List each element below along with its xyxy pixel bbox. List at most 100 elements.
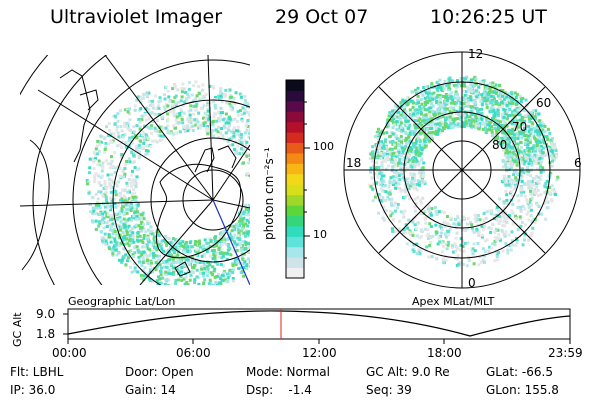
aurora-pixel (434, 130, 438, 133)
aurora-pixel (533, 127, 537, 130)
aurora-pixel (430, 255, 434, 258)
aurora-pixel (250, 136, 253, 139)
aurora-pixel (512, 169, 516, 173)
aurora-pixel (495, 132, 499, 135)
aurora-pixel (123, 225, 127, 229)
aurora-pixel (146, 222, 150, 226)
aurora-pixel (438, 240, 442, 244)
aurora-pixel (492, 213, 496, 217)
colorbar-cell (286, 173, 304, 185)
aurora-pixel (242, 146, 245, 150)
aurora-pixel (188, 241, 192, 245)
aurora-pixel (101, 187, 105, 191)
aurora-pixel (244, 242, 248, 246)
aurora-pixel (137, 224, 141, 228)
aurora-pixel (552, 158, 556, 162)
aurora-pixel (410, 132, 414, 136)
aurora-pixel (417, 137, 421, 141)
aurora-pixel (415, 139, 418, 143)
aurora-pixel (222, 235, 226, 239)
aurora-pixel (252, 231, 255, 234)
aurora-pixel (404, 138, 407, 142)
aurora-pixel (129, 149, 133, 153)
aurora-pixel (500, 144, 504, 148)
aurora-pixel (501, 137, 505, 141)
aurora-pixel (519, 224, 523, 228)
aurora-pixel (236, 132, 240, 136)
aurora-pixel (516, 110, 520, 114)
aurora-pixel (537, 112, 541, 116)
aurora-pixel (535, 203, 539, 207)
aurora-pixel (394, 164, 398, 168)
aurora-pixel (206, 103, 209, 107)
aurora-pixel (164, 251, 167, 255)
aurora-pixel (394, 141, 398, 145)
aurora-pixel (256, 156, 259, 159)
aurora-pixel (437, 112, 441, 116)
aurora-pixel (492, 95, 496, 99)
aurora-pixel (396, 178, 400, 182)
aurora-pixel (194, 104, 198, 108)
aurora-pixel (506, 251, 510, 255)
aurora-pixel (468, 104, 472, 108)
aurora-pixel (433, 97, 437, 101)
aurora-pixel (231, 268, 235, 272)
aurora-pixel (528, 159, 532, 163)
aurora-pixel (191, 265, 194, 269)
aurora-pixel (475, 91, 479, 95)
aurora-pixel (505, 201, 509, 205)
aurora-pixel (122, 175, 126, 179)
aurora-pixel (140, 276, 144, 280)
aurora-pixel (241, 257, 245, 261)
aurora-pixel (434, 232, 438, 236)
aurora-pixel (270, 124, 273, 127)
aurora-pixel (197, 84, 200, 88)
aurora-pixel (256, 226, 259, 229)
aurora-pixel (430, 123, 434, 127)
aurora-pixel (150, 250, 154, 253)
aurora-pixel (459, 237, 463, 241)
aurora-pixel (158, 277, 162, 281)
aurora-pixel (163, 108, 167, 111)
aurora-pixel (248, 264, 250, 268)
aurora-pixel (236, 119, 239, 123)
aurora-pixel (130, 206, 134, 210)
aurora-pixel (145, 144, 149, 148)
aurora-pixel (251, 229, 254, 232)
aurora-pixel (474, 114, 478, 118)
aurora-pixel (490, 209, 494, 213)
aurora-pixel (183, 282, 187, 285)
aurora-pixel (396, 202, 400, 206)
aurora-pixel (133, 225, 137, 229)
aurora-pixel (373, 135, 377, 139)
aurora-pixel (407, 230, 411, 234)
aurora-pixel (105, 203, 109, 207)
aurora-pixel (172, 250, 176, 254)
aurora-pixel (413, 179, 416, 183)
aurora-pixel (165, 243, 169, 247)
aurora-pixel (398, 229, 401, 233)
aurora-pixel (496, 85, 500, 89)
aurora-pixel (537, 138, 541, 142)
aurora-pixel (469, 83, 473, 87)
aurora-pixel (438, 98, 442, 102)
aurora-pixel (489, 230, 493, 234)
aurora-pixel (157, 100, 161, 104)
aurora-pixel (133, 179, 137, 183)
aurora-pixel (125, 233, 129, 237)
aurora-pixel (185, 281, 189, 284)
aurora-pixel (528, 140, 532, 144)
aurora-pixel (463, 122, 467, 126)
aurora-pixel (157, 133, 161, 137)
aurora-pixel (437, 129, 441, 133)
aurora-pixel (149, 264, 153, 268)
aurora-pixel (192, 112, 196, 116)
aurora-pixel (92, 167, 96, 171)
aurora-pixel (262, 241, 265, 244)
aurora-pixel (178, 114, 182, 117)
aurora-pixel (212, 100, 216, 104)
aurora-pixel (268, 124, 271, 127)
aurora-pixel (216, 262, 220, 266)
aurora-pixel (247, 203, 250, 207)
aurora-pixel (180, 270, 184, 274)
